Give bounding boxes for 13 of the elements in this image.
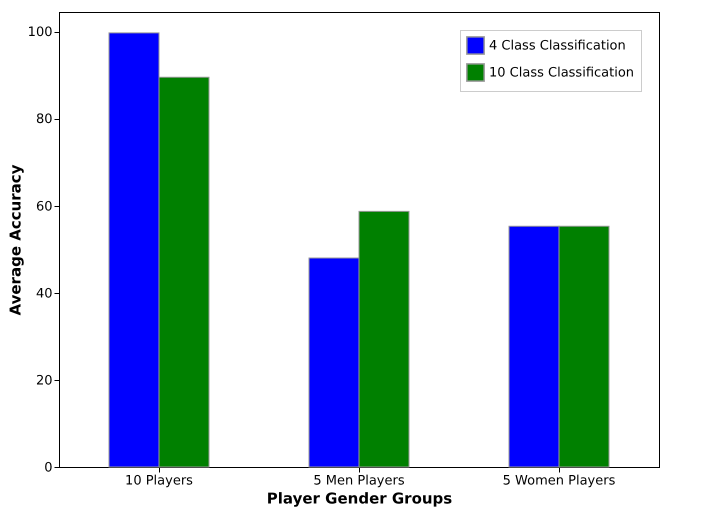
x-tick-label: 5 Women Players (502, 474, 616, 488)
y-tick-label: 60 (36, 199, 52, 214)
x-tick-label: 10 Players (125, 474, 194, 488)
x-axis-title: Player Gender Groups (266, 490, 452, 508)
legend-label: 10 Class Classification (489, 66, 634, 80)
y-tick-label: 80 (36, 112, 52, 128)
legend-label: 4 Class Classification (489, 38, 626, 54)
y-tick-label: 100 (28, 25, 52, 40)
x-tick-label: 5 Men Players (313, 474, 405, 488)
y-tick-label: 20 (36, 373, 52, 388)
y-tick-label: 40 (36, 286, 52, 302)
y-tick-label: 0 (44, 460, 52, 476)
y-axis-title: Average Accuracy (6, 164, 25, 316)
